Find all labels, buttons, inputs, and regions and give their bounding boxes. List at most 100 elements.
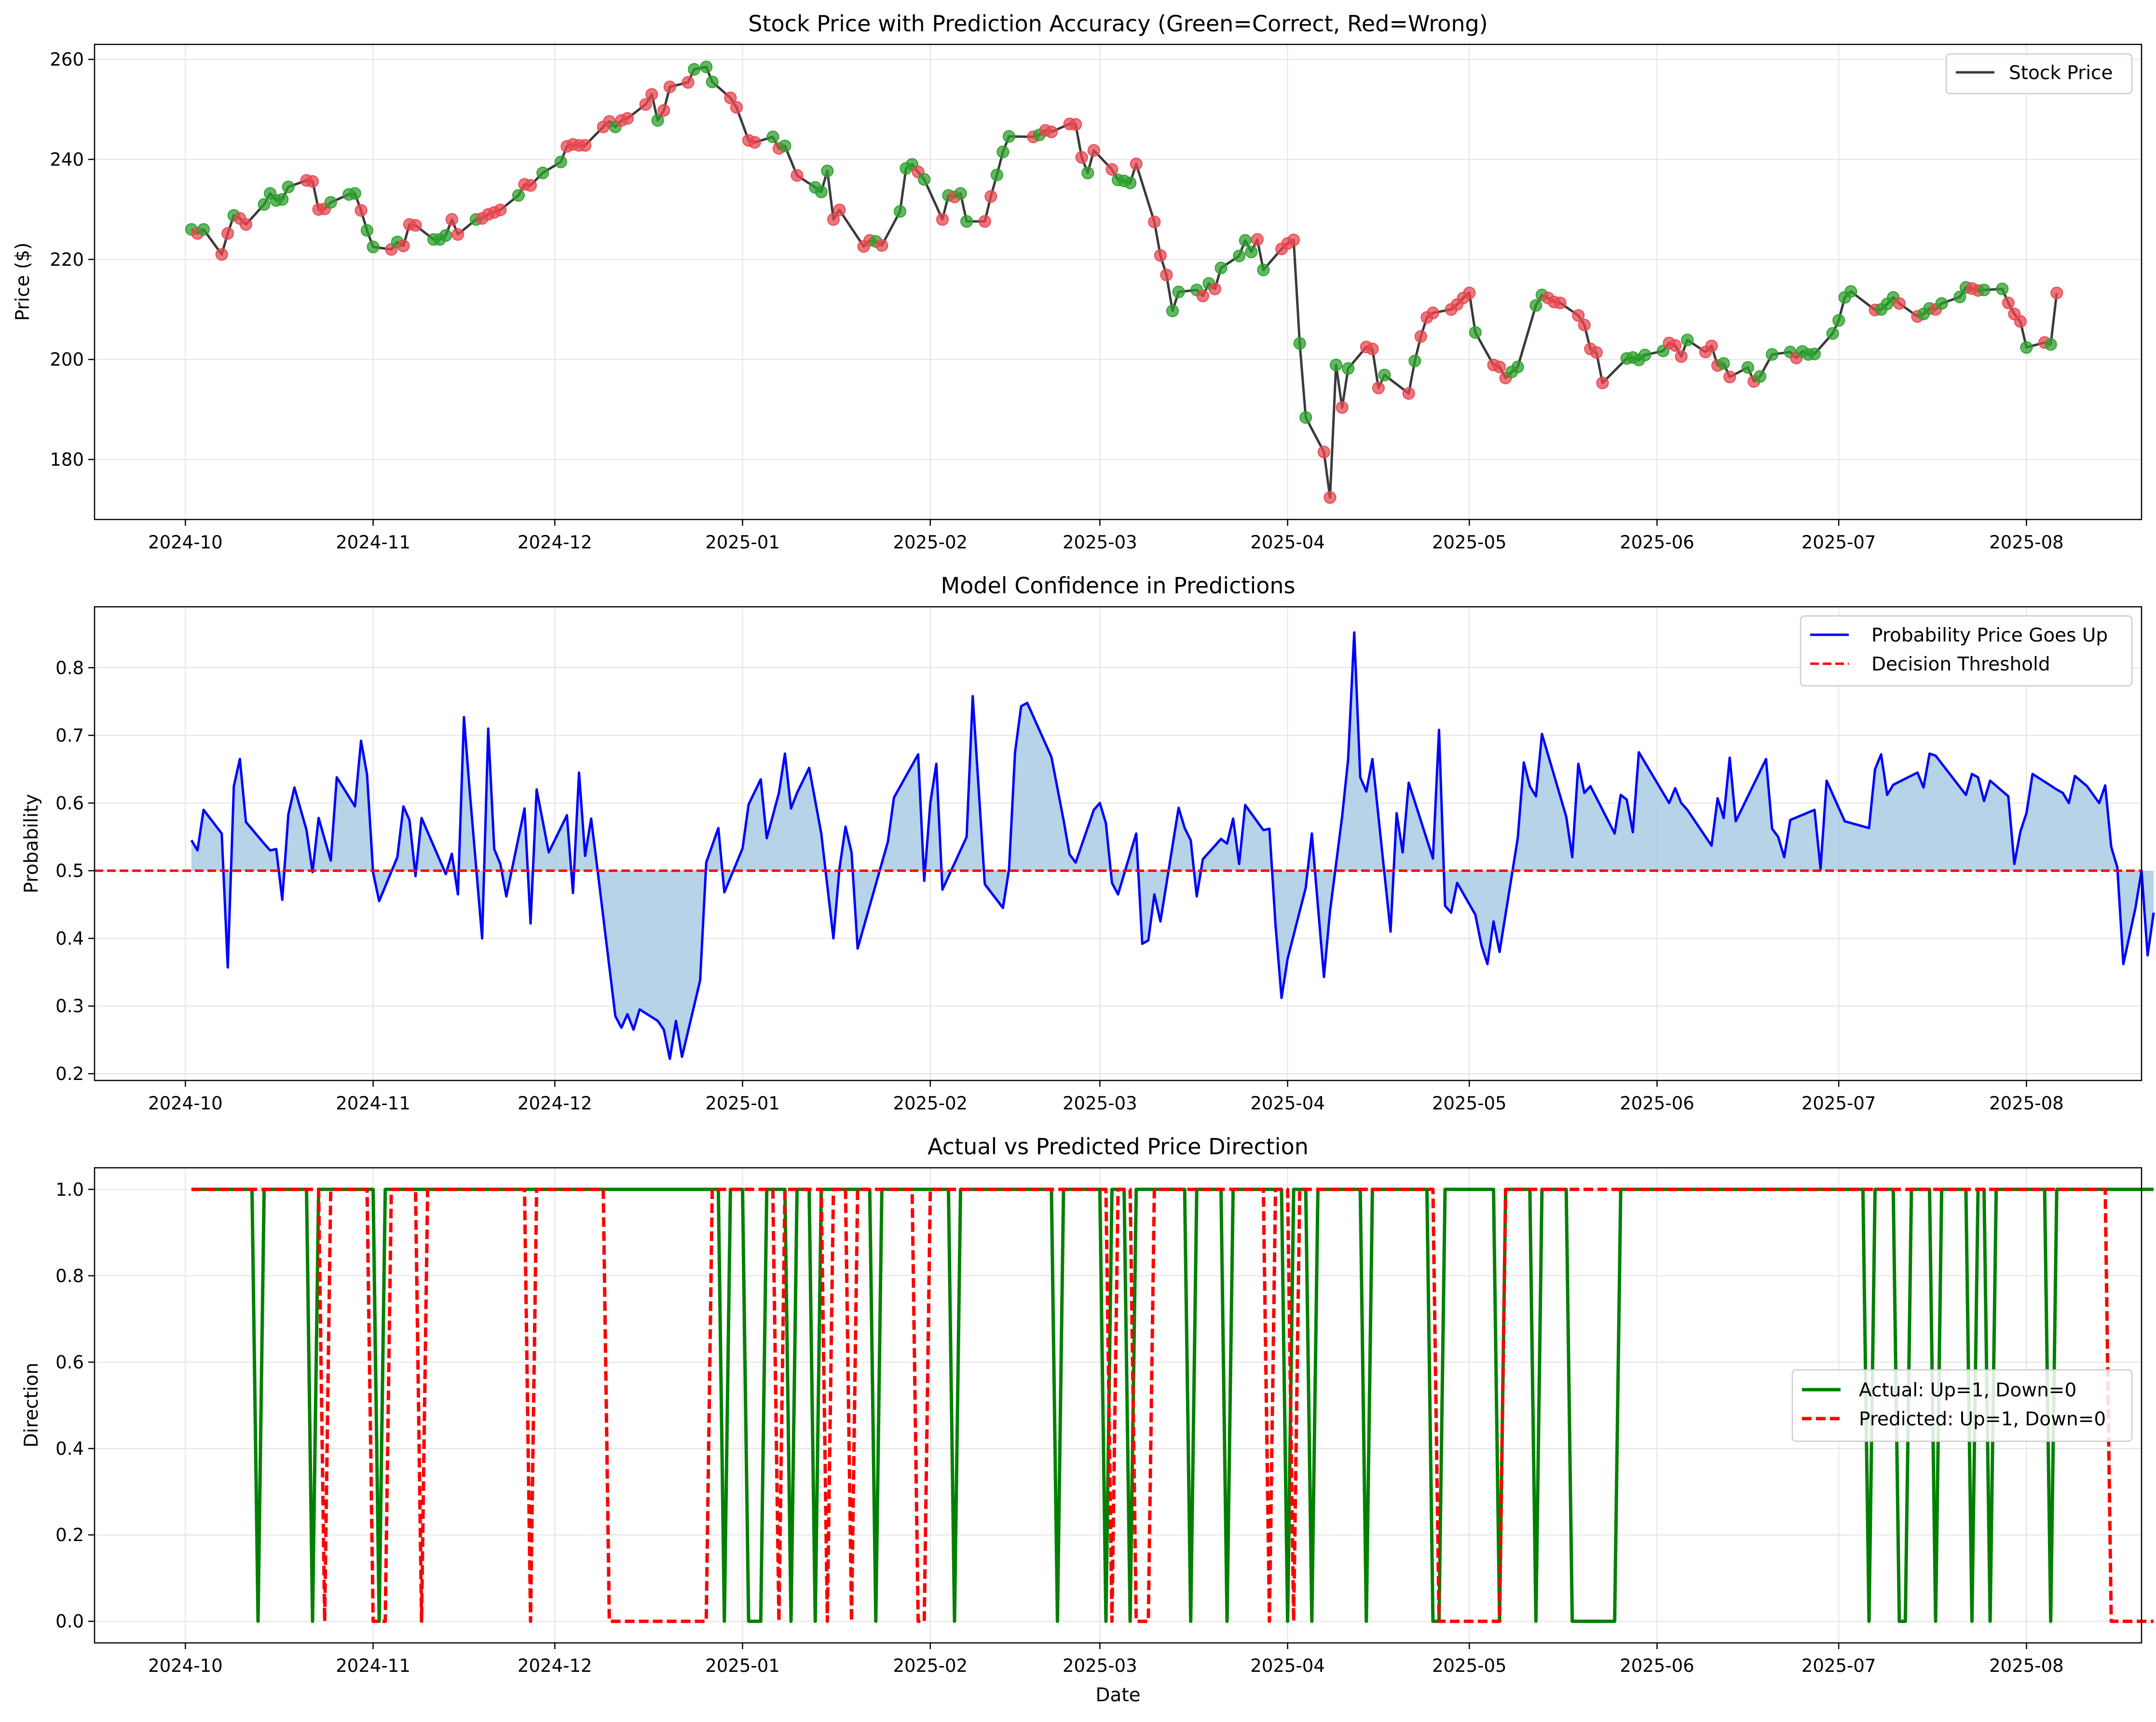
- wrong-prediction-point: [1130, 157, 1143, 170]
- correct-prediction-point: [1330, 358, 1342, 371]
- y-tick-label: 0.2: [55, 1525, 84, 1545]
- direction-axes-frame: [94, 1167, 2142, 1644]
- price-x-ticks: 2024-10 2024-11 2024-12 2025-01 2025-02 2025-…: [148, 519, 2064, 553]
- correct-prediction-point: [1408, 355, 1421, 368]
- y-tick-label: 0.0: [55, 1611, 84, 1632]
- wrong-prediction-point: [1251, 233, 1264, 246]
- x-tick-label: 2025-08: [1989, 1093, 2064, 1114]
- correct-prediction-point: [1717, 357, 1730, 370]
- confidence-panel: 0.20.30.40.50.60.70.8 2024-10 2024-11 2024…: [21, 573, 2155, 1114]
- probability-line: [190, 631, 2155, 1060]
- x-tick-label: 2025-06: [1620, 1655, 1694, 1676]
- confidence-fill-area: [191, 632, 2154, 1059]
- correct-prediction-point: [2044, 338, 2057, 351]
- x-tick-label: 2025-08: [1989, 1655, 2064, 1676]
- y-tick-label: 0.8: [55, 1266, 84, 1286]
- correct-prediction-point: [324, 196, 337, 209]
- wrong-prediction-point: [1160, 269, 1173, 281]
- correct-prediction-point: [700, 60, 713, 73]
- correct-prediction-point: [1245, 246, 1258, 259]
- direction-legend-label-predicted: Predicted: Up=1, Down=0: [1859, 1408, 2106, 1430]
- correct-prediction-point: [766, 130, 779, 143]
- wrong-prediction-point: [1154, 249, 1167, 262]
- wrong-prediction-point: [1105, 163, 1119, 176]
- direction-legend: Actual: Up=1, Down=0 Predicted: Up=1, Do…: [1791, 1369, 2133, 1442]
- confidence-legend-label-threshold: Decision Threshold: [1871, 654, 2050, 675]
- y-tick-label: 220: [50, 249, 84, 270]
- y-tick-label: 0.3: [55, 996, 84, 1017]
- wrong-prediction-point: [1578, 318, 1591, 331]
- correct-prediction-point: [1293, 337, 1306, 350]
- x-tick-label: 2025-04: [1250, 532, 1325, 553]
- x-tick-label: 2025-03: [1063, 532, 1137, 553]
- wrong-prediction-point: [984, 190, 997, 203]
- wrong-prediction-point: [791, 169, 804, 182]
- correct-prediction-point: [651, 114, 664, 127]
- wrong-prediction-point: [621, 112, 634, 125]
- wrong-prediction-point: [409, 219, 422, 232]
- x-tick-label: 2025-07: [1801, 1655, 1876, 1676]
- correct-prediction-point: [1844, 285, 1857, 298]
- x-tick-label: 2024-10: [148, 1093, 223, 1114]
- wrong-prediction-point: [1075, 151, 1088, 164]
- y-tick-label: 260: [50, 49, 84, 70]
- correct-prediction-point: [1378, 369, 1391, 382]
- x-tick-label: 2025-01: [705, 1655, 780, 1676]
- direction-legend-label-actual: Actual: Up=1, Down=0: [1859, 1380, 2076, 1401]
- x-tick-label: 2024-10: [148, 1655, 223, 1676]
- correct-prediction-point: [706, 75, 719, 88]
- correct-prediction-point: [894, 205, 906, 218]
- y-tick-label: 1.0: [55, 1179, 84, 1200]
- correct-prediction-point: [512, 189, 525, 202]
- wrong-prediction-point: [2050, 287, 2063, 300]
- x-tick-label: 2024-11: [336, 1655, 410, 1676]
- correct-prediction-point: [2020, 341, 2033, 354]
- correct-prediction-point: [1826, 327, 1839, 340]
- wrong-prediction-point: [1723, 370, 1736, 383]
- x-tick-label: 2024-10: [148, 532, 223, 553]
- correct-prediction-point: [1681, 333, 1694, 346]
- wrong-prediction-point: [657, 104, 670, 117]
- correct-prediction-point: [1511, 360, 1524, 373]
- confidence-y-label: Probability: [21, 794, 42, 893]
- correct-prediction-point: [367, 240, 380, 253]
- correct-prediction-point: [1124, 177, 1137, 190]
- x-tick-label: 2025-04: [1250, 1655, 1325, 1676]
- correct-prediction-point: [821, 164, 834, 178]
- wrong-prediction-point: [1336, 401, 1349, 414]
- confidence-legend: Probability Price Goes Up Decision Thres…: [1800, 615, 2133, 687]
- wrong-prediction-point: [306, 175, 319, 188]
- confidence-legend-box: [1800, 615, 2133, 687]
- wrong-prediction-point: [1372, 382, 1385, 395]
- wrong-prediction-point: [494, 204, 507, 217]
- correct-prediction-point: [954, 187, 967, 200]
- x-tick-label: 2025-08: [1989, 532, 2064, 553]
- correct-prediction-point: [1766, 348, 1779, 361]
- wrong-prediction-point: [1087, 144, 1100, 157]
- correct-prediction-point: [960, 215, 973, 228]
- y-tick-label: 180: [50, 450, 84, 470]
- y-tick-label: 240: [50, 149, 84, 170]
- correct-prediction-point: [439, 229, 452, 242]
- correct-prediction-point: [1996, 283, 2009, 295]
- direction-y-ticks: 0.0 0.2 0.4 0.6 0.8 1.0: [55, 1179, 95, 1632]
- wrong-prediction-point: [1572, 309, 1585, 322]
- confidence-x-ticks: 2024-10 2024-11 2024-12 2025-01 2025-02 2025-…: [148, 1080, 2064, 1114]
- correct-prediction-point: [990, 168, 1003, 181]
- wrong-prediction-point: [833, 204, 846, 217]
- direction-title: Actual vs Predicted Price Direction: [928, 1134, 1309, 1160]
- correct-prediction-point: [276, 193, 289, 206]
- direction-x-ticks: 2024-10 2024-11 2024-12 2025-01 2025-02 2025-…: [148, 1643, 2064, 1676]
- correct-prediction-point: [1832, 314, 1845, 327]
- wrong-prediction-point: [355, 204, 368, 217]
- wrong-prediction-point: [1463, 287, 1476, 300]
- correct-prediction-point: [1003, 130, 1015, 143]
- price-legend-box: [1945, 53, 2133, 95]
- price-y-ticks: 180 200 220 240 260: [50, 49, 95, 470]
- wrong-prediction-point: [1705, 340, 1718, 353]
- correct-prediction-point: [1214, 261, 1228, 274]
- x-tick-label: 2025-07: [1801, 532, 1876, 553]
- wrong-prediction-point: [1669, 339, 1682, 352]
- confidence-marks: [95, 631, 2155, 1060]
- wrong-prediction-point: [1596, 376, 1609, 389]
